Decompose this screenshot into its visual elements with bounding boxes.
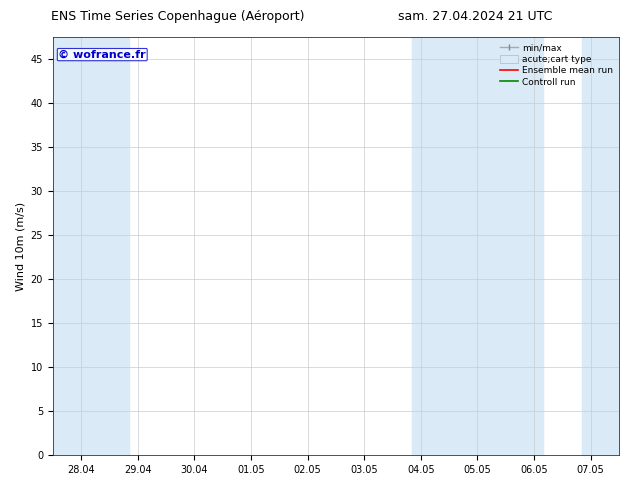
Y-axis label: Wind 10m (m/s): Wind 10m (m/s) bbox=[15, 201, 25, 291]
Text: ENS Time Series Copenhague (Aéroport): ENS Time Series Copenhague (Aéroport) bbox=[51, 10, 304, 23]
Bar bbox=[582, 37, 619, 455]
Text: © wofrance.fr: © wofrance.fr bbox=[58, 49, 146, 60]
Text: sam. 27.04.2024 21 UTC: sam. 27.04.2024 21 UTC bbox=[398, 10, 553, 23]
Bar bbox=[53, 37, 129, 455]
Legend: min/max, acute;cart type, Ensemble mean run, Controll run: min/max, acute;cart type, Ensemble mean … bbox=[498, 42, 614, 89]
Bar bbox=[412, 37, 543, 455]
